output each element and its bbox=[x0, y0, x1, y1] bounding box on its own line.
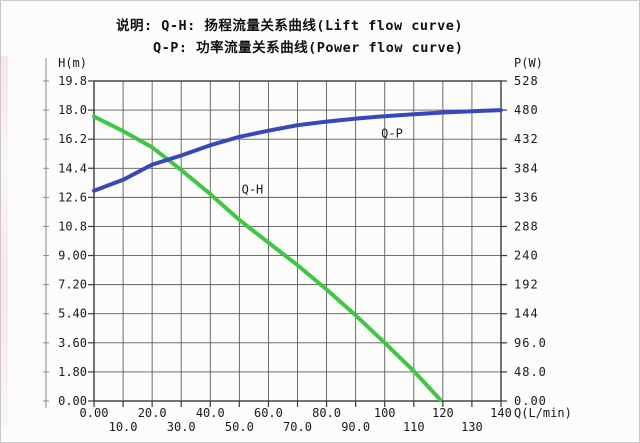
x-axis-tick-label: 0.00 bbox=[80, 406, 109, 420]
x-axis-tick-label: 40.0 bbox=[196, 406, 225, 420]
left-axis-tick-label: 0.00 bbox=[58, 394, 87, 408]
left-axis-tick-label: 9.00 bbox=[58, 249, 87, 263]
legend-line-qh: 说明: Q-H: 扬程流量关系曲线(Lift flow curve) bbox=[116, 18, 464, 34]
right-axis-tick-label: 48.0 bbox=[514, 365, 547, 379]
curve-label-q-h: Q-H bbox=[242, 182, 264, 196]
x-axis-tick-label: 10.0 bbox=[109, 420, 138, 434]
left-axis-tick-label: 12.6 bbox=[58, 190, 87, 204]
x-axis-title: Q(L/min) bbox=[514, 406, 572, 420]
legend-line-qp: Q-P: 功率流量关系曲线(Power flow curve) bbox=[153, 40, 464, 56]
right-axis-tick-label: 240 bbox=[514, 249, 539, 263]
right-axis-tick-label: 288 bbox=[514, 219, 539, 233]
x-axis-tick-label: 110 bbox=[403, 420, 425, 434]
right-axis-tick-label: 528 bbox=[514, 74, 539, 88]
left-axis-tick-label: 10.8 bbox=[58, 219, 87, 233]
curve-q-p bbox=[92, 108, 503, 193]
right-axis-tick-label: 0.00 bbox=[514, 394, 547, 408]
x-axis-tick-label: 70.0 bbox=[283, 420, 312, 434]
x-axis-tick-label: 120 bbox=[432, 406, 454, 420]
curve-label-q-p: Q-P bbox=[381, 127, 403, 141]
left-axis-tick-label: 1.80 bbox=[58, 365, 87, 379]
left-axis-tick-label: 18.0 bbox=[58, 103, 87, 117]
left-axis-tick-label: 7.20 bbox=[58, 278, 87, 292]
x-axis-tick-label: 140 bbox=[490, 406, 512, 420]
x-axis-tick-label: 90.0 bbox=[341, 420, 370, 434]
right-axis-tick-label: 432 bbox=[514, 132, 539, 146]
right-axis-tick-label: 480 bbox=[514, 103, 539, 117]
left-axis-title: H(m) bbox=[58, 56, 87, 70]
left-axis-tick-label: 5.40 bbox=[58, 307, 87, 321]
x-axis-tick-label: 20.0 bbox=[138, 406, 167, 420]
right-axis-tick-label: 384 bbox=[514, 161, 539, 175]
right-axis-tick-label: 144 bbox=[514, 307, 539, 321]
x-axis-tick-label: 80.0 bbox=[312, 406, 341, 420]
left-axis-tick-label: 14.4 bbox=[58, 161, 87, 175]
x-axis-tick-label: 60.0 bbox=[254, 406, 283, 420]
right-axis-tick-label: 336 bbox=[514, 190, 539, 204]
right-axis-tick-label: 96.0 bbox=[514, 336, 547, 350]
right-axis-title: P(W) bbox=[514, 56, 543, 70]
curve-q-h bbox=[92, 114, 442, 402]
x-axis-tick-label: 130 bbox=[461, 420, 483, 434]
x-axis-tick-label: 30.0 bbox=[167, 420, 196, 434]
x-axis-tick-label: 50.0 bbox=[225, 420, 254, 434]
chart-legend-text: 说明: Q-H: 扬程流量关系曲线(Lift flow curve) Q-P: … bbox=[116, 15, 463, 59]
left-axis-tick-label: 19.8 bbox=[58, 74, 87, 88]
right-axis-tick-label: 192 bbox=[514, 278, 539, 292]
left-axis-tick-label: 3.60 bbox=[58, 336, 87, 350]
x-axis-tick-label: 100 bbox=[374, 406, 396, 420]
left-axis-tick-label: 16.2 bbox=[58, 132, 87, 146]
